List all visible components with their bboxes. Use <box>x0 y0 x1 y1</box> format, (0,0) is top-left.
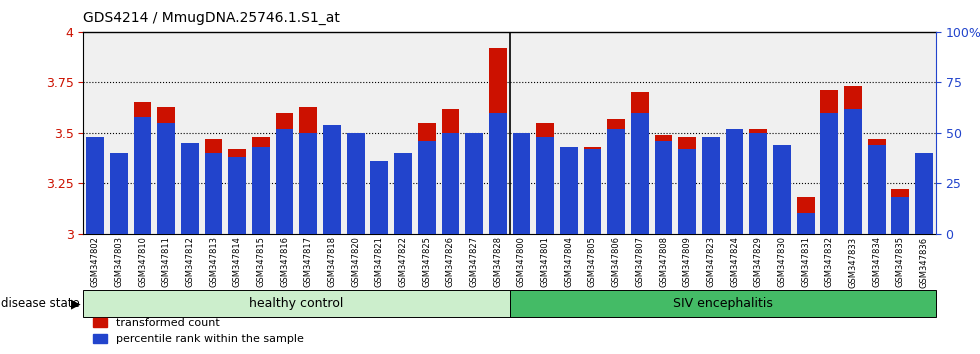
Bar <box>655 141 672 234</box>
Bar <box>536 137 554 234</box>
Legend: transformed count, percentile rank within the sample: transformed count, percentile rank withi… <box>89 313 308 348</box>
Bar <box>323 125 341 234</box>
Bar <box>110 153 127 234</box>
Bar <box>133 116 151 234</box>
Bar <box>181 153 199 234</box>
Bar <box>83 290 510 317</box>
Bar <box>726 129 744 234</box>
Bar <box>133 103 151 234</box>
Bar <box>86 137 104 234</box>
Bar <box>513 133 530 234</box>
Bar <box>417 123 435 234</box>
Bar <box>608 129 625 234</box>
Bar <box>275 113 293 234</box>
Text: disease state: disease state <box>1 297 79 310</box>
Bar <box>631 113 649 234</box>
Bar <box>347 133 365 234</box>
Text: healthy control: healthy control <box>249 297 344 310</box>
Bar <box>868 145 886 234</box>
Bar <box>466 133 483 234</box>
Bar <box>820 90 838 234</box>
Bar <box>678 137 696 234</box>
Bar <box>560 147 577 234</box>
Bar <box>205 139 222 234</box>
Bar <box>252 137 270 234</box>
Bar <box>347 167 365 234</box>
Bar <box>584 149 602 234</box>
Bar <box>275 129 293 234</box>
Bar <box>513 135 530 234</box>
Bar <box>750 133 767 234</box>
Bar <box>489 113 507 234</box>
Bar <box>773 167 791 234</box>
Bar <box>560 157 577 234</box>
Bar <box>844 109 861 234</box>
Bar <box>181 143 199 234</box>
Bar <box>394 153 412 234</box>
Bar <box>394 157 412 234</box>
Bar <box>86 153 104 234</box>
Bar <box>536 123 554 234</box>
Bar <box>510 290 936 317</box>
Bar <box>915 153 933 234</box>
Bar <box>608 119 625 234</box>
Bar <box>228 157 246 234</box>
Bar <box>797 213 814 234</box>
Text: SIV encephalitis: SIV encephalitis <box>673 297 772 310</box>
Bar <box>370 161 388 234</box>
Bar <box>892 189 909 234</box>
Bar <box>726 129 744 234</box>
Bar <box>417 141 435 234</box>
Bar <box>702 137 719 234</box>
Bar <box>323 133 341 234</box>
Text: GDS4214 / MmugDNA.25746.1.S1_at: GDS4214 / MmugDNA.25746.1.S1_at <box>83 11 340 25</box>
Bar <box>442 109 460 234</box>
Bar <box>158 107 175 234</box>
Bar <box>466 133 483 234</box>
Bar <box>584 147 602 234</box>
Bar <box>252 147 270 234</box>
Bar <box>442 133 460 234</box>
Bar <box>110 157 127 234</box>
Bar <box>489 48 507 234</box>
Bar <box>158 123 175 234</box>
Bar <box>631 92 649 234</box>
Bar <box>655 135 672 234</box>
Bar <box>228 149 246 234</box>
Bar <box>820 113 838 234</box>
Bar <box>915 161 933 234</box>
Bar <box>205 153 222 234</box>
Bar <box>773 145 791 234</box>
Bar <box>678 149 696 234</box>
Bar <box>892 197 909 234</box>
Bar <box>300 133 318 234</box>
Bar <box>702 141 719 234</box>
Bar <box>868 139 886 234</box>
Bar <box>300 107 318 234</box>
Bar <box>750 129 767 234</box>
Bar <box>797 197 814 234</box>
Bar <box>844 86 861 234</box>
Text: ▶: ▶ <box>71 297 80 310</box>
Bar <box>370 179 388 234</box>
